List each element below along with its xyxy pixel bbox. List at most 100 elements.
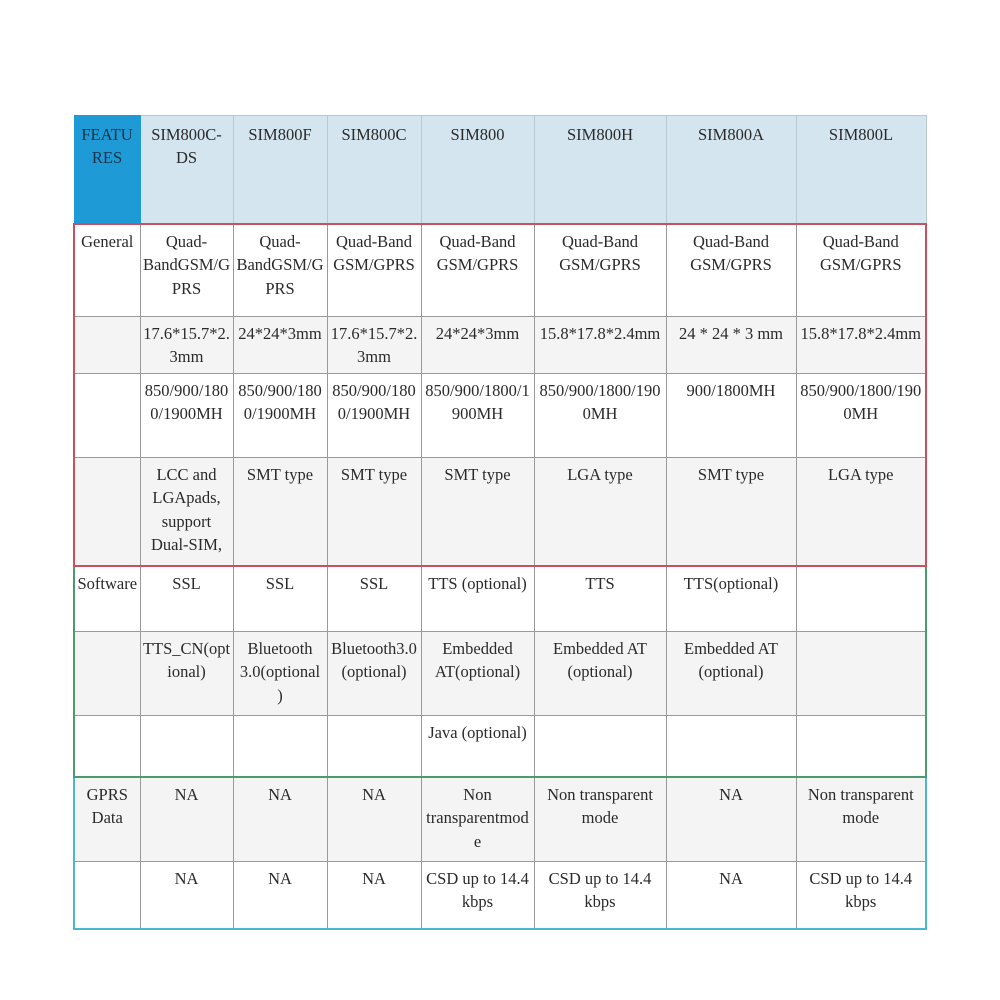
cell-text: 24*24*3mm [435,324,520,343]
cell-software1-sim800l [795,564,927,632]
cell-text: SMT type [697,464,765,484]
cell-gprs1-sim800l: Non transparent mode [795,775,927,862]
cell-text: SMT type [246,464,314,484]
cell-package-feature [73,456,141,567]
cell-text: Quad-Band GSM/GPRS [436,232,519,275]
spec-table-container: FEATURES SIM800C-DS SIM800F SIM800C SIM8… [73,115,927,930]
cell-gprs2-sim800l: CSD up to 14.4 kbps [795,860,927,930]
column-header-sim800c-label: SIM800C [341,125,407,144]
cell-text: NA [174,868,199,888]
cell-dimensions-sim800l: 15.8*17.8*2.4mm [795,316,927,374]
cell-text: Quad-Band GSM/GPRS [559,232,641,275]
cell-dimensions-sim800f: 24*24*3mm [232,316,328,374]
table-header-row: FEATURES SIM800C-DS SIM800F SIM800C SIM8… [73,115,927,225]
cell-dimensions-feature [73,316,141,374]
column-header-features: FEATURES [73,115,141,225]
cell-gprs1-sim800a: NA [665,775,797,862]
cell-dimensions-sim800c: 17.6*15.7*2.3mm [326,316,422,374]
cell-text: 17.6*15.7*2.3mm [143,324,230,367]
column-header-sim800h: SIM800H [533,115,667,225]
cell-general-band-sim800c: Quad-Band GSM/GPRS [326,223,422,317]
table-row: TTS_CN(optional) Bluetooth 3.0(optional … [73,630,927,716]
cell-text: TTS_CN(optional) [142,638,231,682]
column-header-sim800-label: SIM800 [450,125,505,144]
cell-text: 15.8*17.8*2.4mm [800,324,922,343]
table-row: General Quad-BandGSM/GPRS Quad-BandGSM/G… [73,223,927,317]
module-comparison-table: FEATURES SIM800C-DS SIM800F SIM800C SIM8… [73,115,927,930]
cell-dimensions-sim800c-ds: 17.6*15.7*2.3mm [139,316,234,374]
cell-software1-sim800c-ds: SSL [139,564,234,632]
cell-general-band-sim800a: Quad-Band GSM/GPRS [665,223,797,317]
column-header-sim800c-ds: SIM800C-DS [139,115,234,225]
cell-gprs2-feature [73,860,141,930]
cell-general-band-sim800h: Quad-Band GSM/GPRS [533,223,667,317]
cell-text: NA [719,784,743,804]
cell-text: Non transparent mode [547,784,653,828]
table-row: GPRS Data NA NA NA Non transparentmode N… [73,775,927,862]
cell-text: NA [362,868,386,888]
cell-text: Embedded AT (optional) [684,638,778,682]
column-header-sim800a: SIM800A [665,115,797,225]
cell-frequency-sim800c: 850/900/1800/1900MH [326,372,422,458]
cell-gprs2-sim800: CSD up to 14.4 kbps [420,860,535,930]
cell-software1-sim800: TTS (optional) [420,564,535,632]
column-header-sim800c: SIM800C [326,115,422,225]
cell-software2-sim800c: Bluetooth3.0(optional) [326,630,422,716]
cell-text: 15.8*17.8*2.4mm [539,324,661,343]
column-header-sim800l: SIM800L [795,115,927,225]
cell-software3-sim800a [665,714,797,778]
cell-general-band-sim800: Quad-Band GSM/GPRS [420,223,535,317]
cell-text: CSD up to 14.4 kbps [809,868,913,912]
cell-gprs2-sim800h: CSD up to 14.4 kbps [533,860,667,930]
cell-dimensions-sim800h: 15.8*17.8*2.4mm [533,316,667,374]
cell-text: CSD up to 14.4 kbps [548,868,652,912]
cell-software2-sim800l [795,630,927,716]
cell-software3-sim800h [533,714,667,778]
cell-text: LGA type [827,464,894,484]
cell-text: 24*24*3mm [238,324,322,343]
cell-package-sim800a: SMT type [665,456,797,567]
cell-frequency-sim800: 850/900/1800/1900MH [420,372,535,458]
cell-dimensions-sim800a: 24 * 24 * 3 mm [665,316,797,374]
cell-software1-sim800a: TTS(optional) [665,564,797,632]
section-label-software-text: Software [77,573,138,593]
cell-software3-sim800c [326,714,422,778]
cell-package-sim800c-ds: LCC and LGApads, support Dual-SIM, [139,456,234,567]
cell-gprs2-sim800c: NA [326,860,422,930]
table-row: 850/900/1800/1900MH 850/900/1800/1900MH … [73,372,927,458]
table-row: Java (optional) [73,714,927,778]
cell-text: TTS [585,573,615,593]
cell-text: SMT type [444,464,511,484]
cell-text: TTS (optional) [428,573,527,593]
cell-gprs1-sim800h: Non transparent mode [533,775,667,862]
table-row: LCC and LGApads, support Dual-SIM, SMT t… [73,456,927,567]
section-label-gprs-data-text: GPRS Data [86,784,128,828]
cell-text: Bluetooth 3.0(optional ) [239,638,321,705]
cell-software3-feature [73,714,141,778]
cell-text: 900/1800MH [686,380,776,400]
cell-gprs1-sim800: Non transparentmode [420,775,535,862]
cell-text: 850/900/1800/1900MH [800,380,922,424]
cell-text: Embedded AT (optional) [553,638,647,682]
cell-text: 17.6*15.7*2.3mm [330,324,418,367]
cell-package-sim800c: SMT type [326,456,422,567]
cell-package-sim800f: SMT type [232,456,328,567]
cell-text: NA [719,868,743,888]
cell-frequency-sim800l: 850/900/1800/1900MH [795,372,927,458]
table-row: 17.6*15.7*2.3mm 24*24*3mm 17.6*15.7*2.3m… [73,316,927,374]
table-row: Software SSL SSL SSL TTS (optional) TTS … [73,564,927,632]
section-label-general: General [73,223,141,317]
cell-software2-feature [73,630,141,716]
cell-text: Quad-Band GSM/GPRS [690,232,772,275]
cell-software2-sim800a: Embedded AT (optional) [665,630,797,716]
cell-gprs1-sim800f: NA [232,775,328,862]
cell-text: Quad-BandGSM/GPRS [142,232,231,298]
cell-text: 24 * 24 * 3 mm [678,324,784,343]
cell-dimensions-sim800: 24*24*3mm [420,316,535,374]
cell-text: LCC and LGApads, support Dual-SIM, [150,464,223,555]
cell-package-sim800: SMT type [420,456,535,567]
cell-text: 850/900/1800/1900MH [539,380,661,424]
section-label-gprs-data: GPRS Data [73,775,141,862]
column-header-features-label: FEATURES [81,125,133,168]
